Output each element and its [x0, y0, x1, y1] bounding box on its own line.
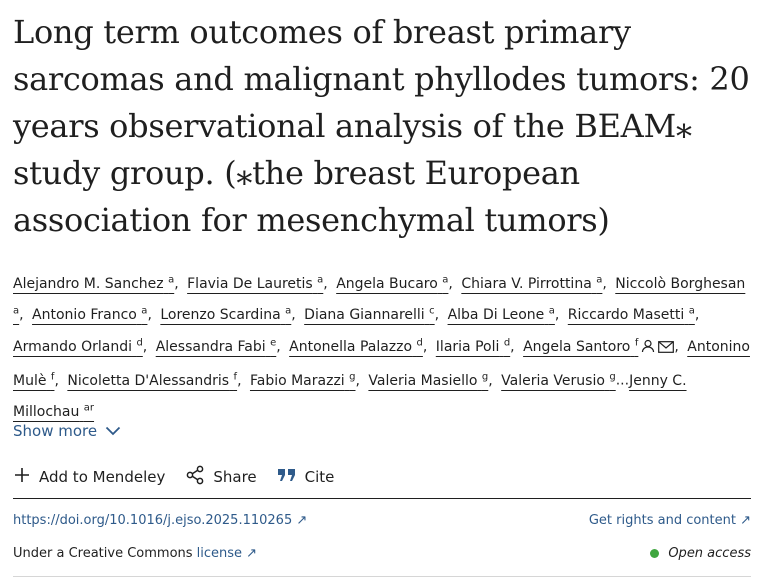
author-millochau[interactable]: Jenny C. Millochau ar — [13, 372, 687, 421]
bottom-divider — [13, 576, 751, 577]
article-actions: Add to Mendeley Share Cite — [13, 465, 354, 489]
quote-icon — [277, 467, 297, 487]
author-sanchez[interactable]: Alejandro M. Sanchez a — [13, 274, 175, 292]
author-verusio[interactable]: Valeria Verusio g — [501, 370, 616, 389]
author-mule[interactable]: Antonino Mulè f — [13, 338, 750, 389]
license-link[interactable]: license ↗ — [196, 546, 258, 561]
add-to-mendeley-button[interactable]: Add to Mendeley — [13, 466, 165, 488]
author-orlandi[interactable]: Armando Orlandi d — [13, 337, 143, 355]
author-masiello[interactable]: Valeria Masiello g — [368, 370, 489, 389]
author-franco[interactable]: Antonio Franco a — [32, 305, 148, 324]
author-bucaro[interactable]: Angela Bucaro a — [336, 274, 449, 292]
show-more-label: Show more — [13, 422, 98, 440]
author-poli[interactable]: Ilaria Poli d — [435, 337, 511, 355]
cite-label: Cite — [304, 468, 335, 486]
author-di-leone[interactable]: Alba Di Leone a — [447, 305, 555, 324]
envelope-icon — [658, 336, 675, 363]
open-access-dot-icon — [650, 549, 660, 558]
share-button[interactable]: Share — [185, 465, 257, 489]
license-prefix: Under a Creative Commons — [13, 546, 197, 561]
show-more-button[interactable]: Show more — [13, 422, 121, 440]
author-dalessandris[interactable]: Nicoletta D'Alessandris f — [67, 370, 238, 389]
author-list: Alejandro M. Sanchez a, Flavia De Lauret… — [13, 274, 750, 421]
divider — [13, 498, 751, 499]
person-icon — [641, 336, 655, 363]
author-masetti[interactable]: Riccardo Masetti a — [567, 305, 695, 324]
get-rights-link[interactable]: Get rights and content ↗ — [588, 513, 751, 528]
author-borghesan[interactable]: Niccolò Borghesan a — [13, 275, 746, 317]
author-scardina[interactable]: Lorenzo Scardina a — [160, 305, 292, 324]
author-de-lauretis[interactable]: Flavia De Lauretis a — [187, 274, 324, 292]
open-access-label: Open access — [668, 546, 751, 561]
author-fabi[interactable]: Alessandra Fabi e — [155, 337, 277, 355]
share-label: Share — [213, 468, 257, 486]
cite-button[interactable]: Cite — [277, 467, 335, 487]
license-line: Under a Creative Commons license ↗ — [13, 546, 257, 561]
author-giannarelli[interactable]: Diana Giannarelli c — [304, 305, 435, 324]
chevron-down-icon — [105, 422, 121, 440]
author-palazzo[interactable]: Antonella Palazzo d — [289, 337, 423, 355]
author-santoro[interactable]: Angela Santoro f — [523, 337, 675, 355]
author-pirrottina[interactable]: Chiara V. Pirrottina a — [461, 274, 603, 292]
plus-icon — [13, 466, 31, 488]
mendeley-label: Add to Mendeley — [39, 468, 166, 486]
open-access-badge: Open access — [650, 546, 751, 561]
article-title: Long term outcomes of breast primary sar… — [13, 13, 750, 239]
doi-link[interactable]: https://doi.org/10.1016/j.ejso.2025.1102… — [13, 513, 308, 528]
share-icon — [185, 465, 205, 489]
author-marazzi[interactable]: Fabio Marazzi g — [249, 370, 356, 389]
author-ellipsis: ... — [615, 372, 630, 389]
